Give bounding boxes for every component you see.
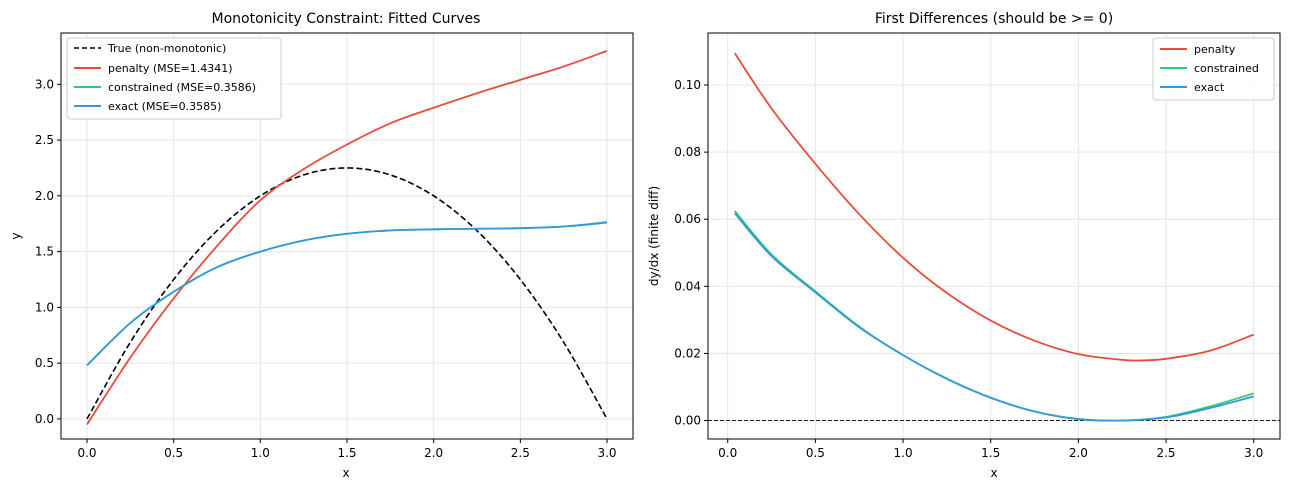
left-y-tick-label: 1.5 (35, 245, 54, 259)
right-x-tick-label: 2.0 (1069, 446, 1088, 460)
right-x-axis-label: x (990, 466, 997, 480)
right-x-tick-label: 3.0 (1244, 446, 1263, 460)
left-series-group (86, 50, 608, 425)
left-x-axis-label: x (342, 466, 349, 480)
right-x-tick-label: 1.0 (894, 446, 913, 460)
left-series-true (86, 167, 608, 420)
right-grid (708, 33, 1280, 439)
right-y-tick-label: 0.00 (674, 414, 701, 428)
left-legend-box (66, 37, 282, 120)
legend-label-exact-right: exact (1194, 81, 1225, 94)
left-y-tick-label: 0.5 (35, 356, 54, 370)
right-x-tick-label: 1.5 (981, 446, 1000, 460)
legend-label-constrained: constrained (MSE=0.3586) (108, 81, 256, 94)
left-panel: Monotonicity Constraint: Fitted Curves x… (9, 11, 634, 480)
right-series-exact (734, 212, 1254, 422)
left-y-tick-label: 3.0 (35, 77, 54, 91)
left-legend: True (non-monotonic) penalty (MSE=1.4341… (66, 37, 282, 120)
left-x-tick-label: 2.5 (511, 446, 530, 460)
left-y-tick-label: 1.0 (35, 300, 54, 314)
legend-label-exact: exact (MSE=0.3585) (108, 100, 221, 113)
left-series-penalty (86, 50, 608, 425)
right-plot-frame (707, 32, 1281, 440)
right-x-tick-label: 0.0 (718, 446, 737, 460)
left-x-tick-label: 1.0 (251, 446, 270, 460)
legend-label-penalty: penalty (MSE=1.4341) (108, 62, 233, 75)
right-x-tick-label: 2.5 (1156, 446, 1175, 460)
right-x-tick-label: 0.5 (806, 446, 825, 460)
left-x-tick-label: 1.5 (337, 446, 356, 460)
right-y-axis-label: dy/dx (finite diff) (647, 186, 661, 286)
left-ticks: 0.0 0.5 1.0 1.5 2.0 2.5 3.0 0.0 0.5 1.0 1.5 2.0 2.5 3… (35, 77, 617, 460)
right-legend: penalty constrained exact (1152, 37, 1275, 101)
left-y-tick-label: 2.0 (35, 189, 54, 203)
right-ticks: 0.0 0.5 1.0 1.5 2.0 2.5 3.0 0.00 0.02 0.04 0.06 0.0… (674, 78, 1263, 460)
legend-label-true: True (non-monotonic) (107, 42, 226, 55)
left-x-tick-label: 2.0 (424, 446, 443, 460)
left-x-tick-label: 3.0 (597, 446, 616, 460)
legend-label-constrained-right: constrained (1194, 62, 1259, 75)
left-x-tick-label: 0.0 (77, 446, 96, 460)
right-y-tick-label: 0.08 (674, 145, 701, 159)
right-series-group (708, 52, 1280, 422)
right-y-tick-label: 0.04 (674, 279, 701, 293)
legend-label-penalty-right: penalty (1194, 43, 1236, 56)
right-panel: First Differences (should be >= 0) x dy/… (647, 11, 1281, 480)
left-grid (61, 33, 633, 439)
right-series-penalty (733, 52, 1255, 362)
left-x-tick-label: 0.5 (164, 446, 183, 460)
right-y-tick-label: 0.06 (674, 212, 701, 226)
left-chart-title: Monotonicity Constraint: Fitted Curves (212, 11, 481, 27)
right-y-tick-label: 0.10 (674, 78, 701, 92)
right-chart-title: First Differences (should be >= 0) (875, 11, 1113, 27)
right-legend-box (1152, 37, 1275, 101)
left-plot-frame (60, 32, 634, 440)
right-y-tick-label: 0.02 (674, 346, 701, 360)
left-series-exact (86, 221, 608, 367)
left-y-tick-label: 2.5 (35, 133, 54, 147)
left-y-axis-label: y (9, 232, 23, 239)
left-y-tick-label: 0.0 (35, 412, 54, 426)
